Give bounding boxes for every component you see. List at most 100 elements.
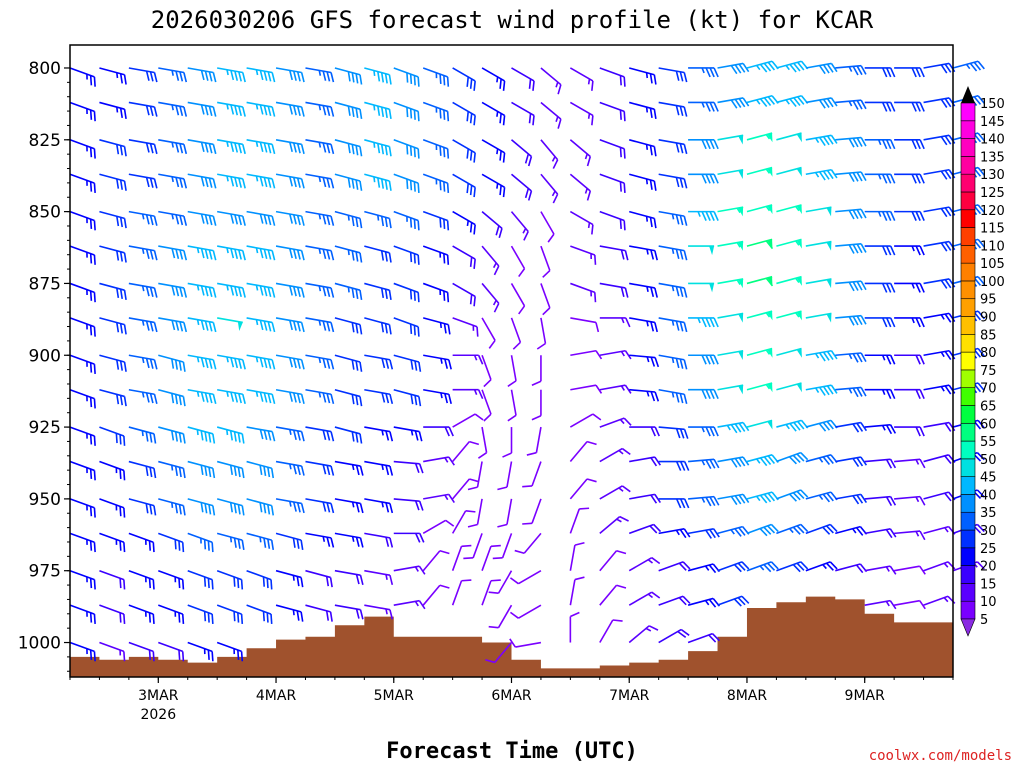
- barb-flag: [448, 456, 455, 466]
- wind-barb: [99, 245, 127, 263]
- barb-flag: [709, 354, 715, 365]
- barb-flag: [852, 209, 859, 220]
- barb-flag: [825, 562, 834, 571]
- barb-staff: [305, 532, 332, 539]
- wind-barb: [864, 599, 897, 610]
- wind-barb: [69, 101, 96, 122]
- wind-barb: [187, 245, 217, 261]
- barb-flag: [182, 396, 186, 407]
- barb-flag: [793, 62, 801, 72]
- barb-half-flag: [587, 222, 591, 229]
- wind-barb: [217, 354, 246, 370]
- barb-flag: [574, 576, 585, 581]
- barb-flag: [208, 106, 213, 117]
- barb-flag: [623, 183, 626, 194]
- barb-half-flag: [848, 66, 853, 72]
- barb-flag: [792, 526, 801, 535]
- barb-staff: [393, 245, 419, 256]
- wind-barb: [746, 419, 773, 430]
- barb-flag: [800, 523, 809, 533]
- wind-barb: [599, 550, 627, 572]
- barb-staff: [658, 561, 684, 572]
- barb-flag: [675, 392, 680, 403]
- barb-flag: [237, 504, 241, 515]
- barb-staff: [451, 510, 467, 534]
- barb-flag: [208, 143, 213, 154]
- barb-flag: [178, 504, 182, 515]
- barb-pennant: [796, 204, 802, 215]
- wind-barb: [540, 101, 562, 129]
- barb-staff: [570, 245, 596, 256]
- barb-flag: [271, 178, 276, 189]
- wind-barb: [746, 310, 773, 321]
- credit-link[interactable]: coolwx.com/models: [869, 748, 1012, 764]
- barb-flag: [204, 503, 208, 514]
- barb-half-flag: [755, 495, 761, 502]
- barb-flag: [181, 542, 185, 553]
- barb-flag: [174, 431, 179, 442]
- barb-staff: [275, 604, 302, 613]
- barb-flag: [527, 190, 533, 201]
- wind-barb: [835, 136, 867, 148]
- barb-flag: [502, 115, 506, 126]
- barb-staff: [334, 426, 361, 435]
- barb-flag: [119, 395, 124, 406]
- barb-flag: [384, 73, 388, 84]
- barb-flag: [649, 145, 653, 156]
- wind-barb: [364, 388, 394, 404]
- barb-staff: [128, 173, 155, 180]
- barb-flag: [701, 173, 707, 184]
- wind-barb: [805, 62, 838, 75]
- colorbar-label: 100: [980, 275, 1005, 290]
- barb-half-flag: [86, 433, 88, 439]
- barb-staff: [99, 101, 125, 110]
- barb-flag: [119, 323, 124, 334]
- barb-flag: [211, 579, 214, 590]
- barb-half-flag: [795, 312, 800, 318]
- wind-barb: [246, 210, 276, 226]
- barb-flag: [919, 173, 925, 184]
- barb-flag: [944, 135, 952, 145]
- wind-barb: [423, 388, 452, 404]
- barb-flag: [351, 144, 355, 155]
- barb-flag: [473, 115, 476, 126]
- wind-barb: [216, 498, 245, 516]
- wind-barb: [128, 460, 157, 479]
- barb-flag: [488, 625, 499, 629]
- barb-flag: [885, 67, 892, 78]
- barb-flag: [385, 358, 390, 369]
- barb-staff: [864, 528, 891, 535]
- barb-flag: [263, 214, 268, 225]
- colorbar-cell: [960, 156, 976, 175]
- barb-flag: [271, 359, 276, 370]
- barb-staff: [246, 569, 272, 581]
- barb-flag: [153, 287, 158, 298]
- barb-staff: [510, 317, 522, 343]
- barb-flag: [289, 248, 293, 259]
- colorbar-cell: [960, 583, 976, 602]
- barb-staff: [452, 413, 476, 428]
- barb-flag: [384, 251, 388, 262]
- wind-barb: [509, 638, 542, 648]
- wind-barb: [128, 67, 158, 83]
- wind-barb: [69, 67, 96, 87]
- barb-flag: [229, 430, 234, 441]
- colorbar-cell: [960, 476, 976, 495]
- barb-staff: [69, 604, 95, 615]
- barb-flag: [212, 433, 216, 444]
- barb-flag: [469, 257, 473, 267]
- barb-staff: [481, 139, 505, 154]
- barb-half-flag: [736, 207, 741, 214]
- barb-flag: [123, 74, 127, 85]
- barb-staff: [452, 139, 476, 154]
- barb-pennant: [826, 313, 832, 323]
- wind-barb: [507, 389, 517, 422]
- barb-flag: [499, 78, 502, 89]
- colorbar-cell: [960, 173, 976, 193]
- wind-barb: [275, 317, 305, 333]
- barb-flag: [856, 494, 864, 504]
- wind-barb: [952, 60, 985, 72]
- barb-staff: [835, 243, 862, 247]
- wind-barb: [658, 354, 688, 370]
- wind-barb: [569, 611, 580, 643]
